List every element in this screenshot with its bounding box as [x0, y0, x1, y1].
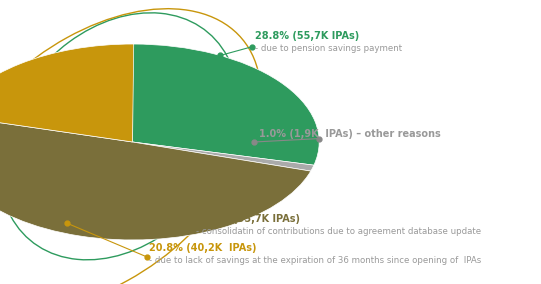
Text: - consolidatin of contributions due to agreement database update: - consolidatin of contributions due to a…: [196, 227, 481, 236]
Wedge shape: [133, 44, 319, 165]
Wedge shape: [0, 44, 134, 142]
Text: 20.8% (40,2K  IPAs): 20.8% (40,2K IPAs): [149, 243, 256, 253]
Text: - due to lack of savings at the expiration of 36 months since opening of  IPAs: - due to lack of savings at the expirati…: [149, 256, 481, 265]
Text: 1.0% (1,9K  IPAs) – other reasons: 1.0% (1,9K IPAs) – other reasons: [259, 129, 440, 139]
Wedge shape: [0, 116, 311, 240]
Text: - due to pension savings payment: - due to pension savings payment: [255, 44, 403, 53]
Wedge shape: [133, 142, 314, 171]
Text: 49.5% (95,7K IPAs): 49.5% (95,7K IPAs): [196, 214, 300, 224]
Text: 28.8% (55,7K IPAs): 28.8% (55,7K IPAs): [255, 31, 360, 41]
